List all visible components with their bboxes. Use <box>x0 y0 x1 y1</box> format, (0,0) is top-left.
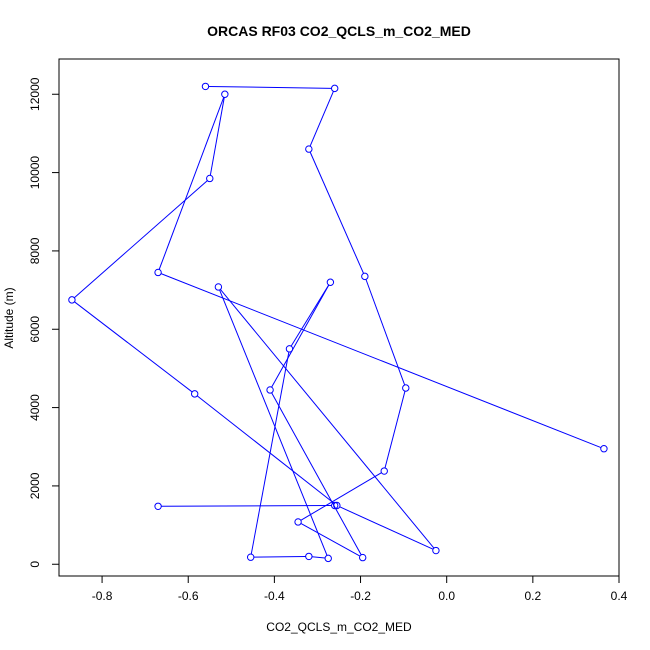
x-tick-label: -0.8 <box>92 589 113 603</box>
series-segment <box>196 395 335 504</box>
y-tick-label: 4000 <box>28 394 42 421</box>
x-tick-label: -0.4 <box>264 589 285 603</box>
y-tick-label: 8000 <box>28 237 42 264</box>
data-point <box>190 390 199 398</box>
y-tick-label: 10000 <box>28 156 42 190</box>
series-segment <box>365 279 406 386</box>
x-tick-label: -0.2 <box>350 589 371 603</box>
series-segment <box>300 472 382 521</box>
series-segment <box>219 289 328 556</box>
data-point <box>330 501 339 510</box>
series-segment <box>74 301 193 393</box>
data-point <box>214 283 223 291</box>
series-segment <box>73 180 208 299</box>
data-point <box>333 501 341 510</box>
x-tick-label: 0.0 <box>438 589 455 603</box>
series-segment <box>220 289 435 549</box>
series-segment <box>339 506 434 550</box>
data-point <box>402 384 410 392</box>
data-point <box>201 82 210 91</box>
data-point <box>305 552 313 561</box>
data-point <box>68 296 76 304</box>
series-segment <box>158 97 225 270</box>
data-point <box>432 546 440 555</box>
series-segment <box>290 284 330 347</box>
data-point <box>154 268 162 277</box>
series-segment <box>309 151 365 274</box>
chart-title: ORCAS RF03 CO2_QCLS_m_CO2_MED <box>207 23 471 39</box>
series-segment <box>384 390 406 469</box>
x-axis-label: CO2_QCLS_m_CO2_MED <box>266 620 412 634</box>
series-segment <box>253 555 306 558</box>
series-segment <box>309 91 334 147</box>
series-segment <box>209 97 225 176</box>
data-point <box>305 145 313 153</box>
data-point <box>294 518 302 526</box>
y-axis-label: Altitude (m) <box>2 287 16 348</box>
series-segment <box>208 85 332 89</box>
data-point <box>324 554 332 563</box>
x-tick-label: -0.6 <box>178 589 199 603</box>
y-axis: 0 2000 4000 6000 8000 10000 12000 <box>28 77 60 568</box>
data-point <box>246 553 255 561</box>
series-segment <box>311 556 326 559</box>
series-segment <box>300 523 361 557</box>
data-point <box>285 345 294 353</box>
data-point <box>266 386 274 394</box>
y-tick-label: 2000 <box>28 472 42 499</box>
x-tick-label: 0.4 <box>611 589 628 603</box>
x-tick-label: 0.2 <box>525 589 542 603</box>
data-point <box>358 553 367 562</box>
data-point <box>600 445 608 453</box>
data-point <box>330 84 339 93</box>
series-segment <box>160 273 602 448</box>
data-point <box>361 272 369 281</box>
series-segment <box>271 284 330 388</box>
y-tick-label: 12000 <box>28 77 42 111</box>
series-layer <box>68 82 608 563</box>
data-point <box>221 90 229 98</box>
series-segment <box>271 392 362 556</box>
data-point <box>206 174 214 183</box>
x-axis: -0.8 -0.6 -0.4 -0.2 0.0 0.2 0.4 <box>92 575 628 603</box>
data-point <box>380 467 388 475</box>
y-tick-label: 0 <box>28 561 42 568</box>
data-point <box>326 278 335 286</box>
data-point <box>154 502 162 510</box>
series-segment <box>250 351 290 555</box>
y-tick-label: 6000 <box>28 316 42 343</box>
series-segment <box>161 505 332 507</box>
